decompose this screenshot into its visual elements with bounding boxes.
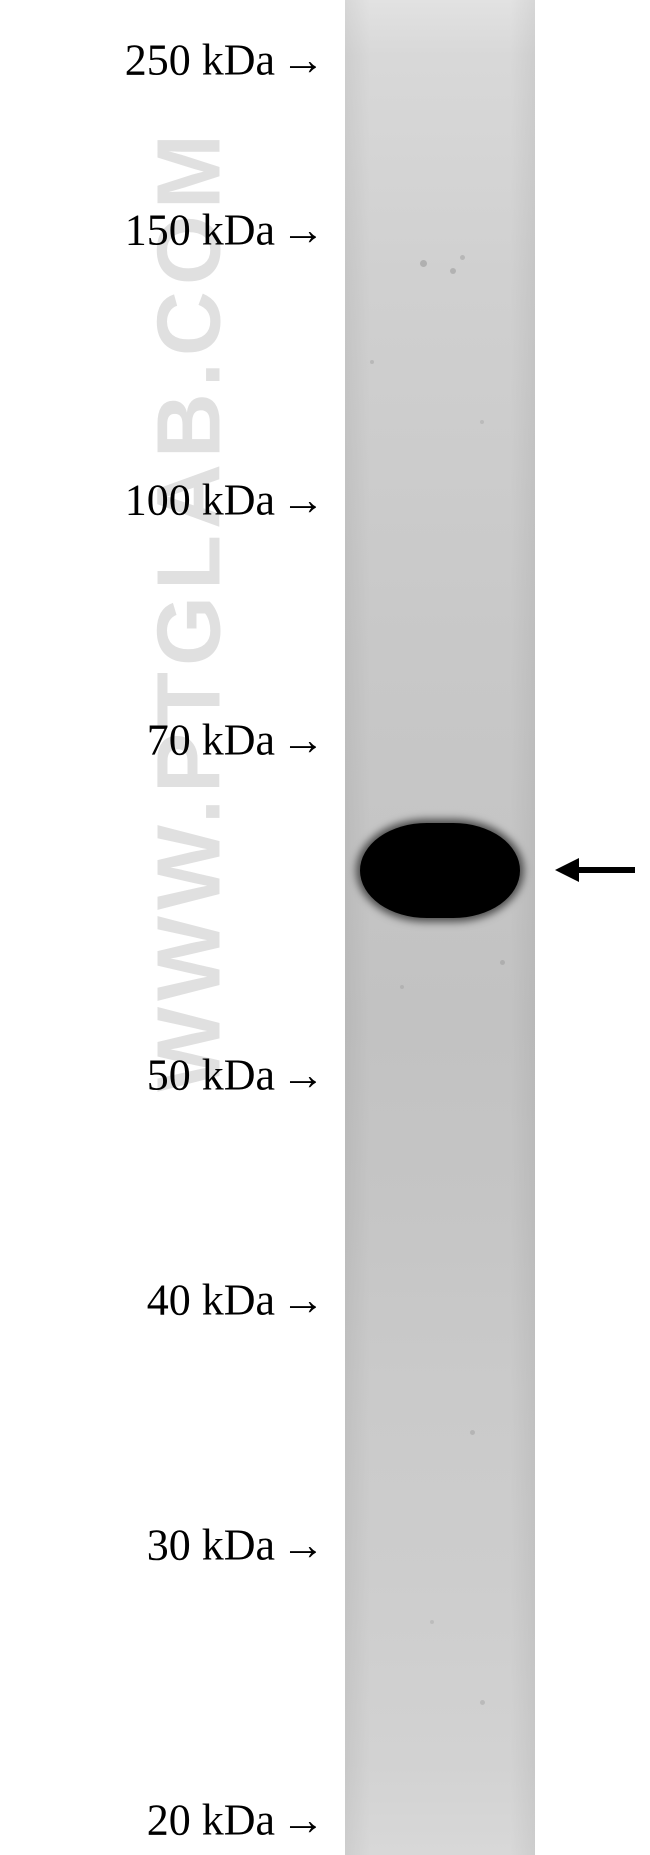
marker-text: 30 kDa [147,1520,275,1571]
noise-spot [460,255,465,260]
band-pointer-arrow-icon [555,850,635,890]
lane-shade-left [345,0,370,1855]
marker-label: 20 kDa→ [147,1795,325,1846]
lane-shade-right [510,0,535,1855]
marker-text: 20 kDa [147,1795,275,1846]
noise-spot [400,985,404,989]
marker-label: 50 kDa→ [147,1050,325,1101]
marker-label: 70 kDa→ [147,715,325,766]
noise-spot [420,260,427,267]
marker-label: 250 kDa→ [125,35,325,86]
marker-arrow-icon: → [281,1523,325,1567]
western-blot-figure: WWW.PTGLAB.COM 250 kDa→150 kDa→100 kDa→7… [0,0,650,1855]
noise-spot [430,1620,434,1624]
watermark: WWW.PTGLAB.COM [139,128,242,1092]
marker-text: 250 kDa [125,35,275,86]
marker-text: 50 kDa [147,1050,275,1101]
marker-text: 150 kDa [125,205,275,256]
marker-label: 30 kDa→ [147,1520,325,1571]
marker-arrow-icon: → [281,1278,325,1322]
marker-arrow-icon: → [281,1798,325,1842]
noise-spot [450,268,456,274]
blot-lane [345,0,535,1855]
marker-text: 40 kDa [147,1275,275,1326]
protein-band [360,823,520,918]
marker-label: 100 kDa→ [125,475,325,526]
noise-spot [480,420,484,424]
marker-arrow-icon: → [281,38,325,82]
marker-label: 40 kDa→ [147,1275,325,1326]
noise-spot [500,960,505,965]
marker-arrow-icon: → [281,1053,325,1097]
marker-text: 100 kDa [125,475,275,526]
marker-arrow-icon: → [281,208,325,252]
watermark-text: WWW.PTGLAB.COM [140,128,240,1092]
marker-text: 70 kDa [147,715,275,766]
noise-spot [470,1430,475,1435]
marker-arrow-icon: → [281,718,325,762]
marker-arrow-icon: → [281,478,325,522]
noise-spot [480,1700,485,1705]
marker-label: 150 kDa→ [125,205,325,256]
noise-spot [370,360,374,364]
